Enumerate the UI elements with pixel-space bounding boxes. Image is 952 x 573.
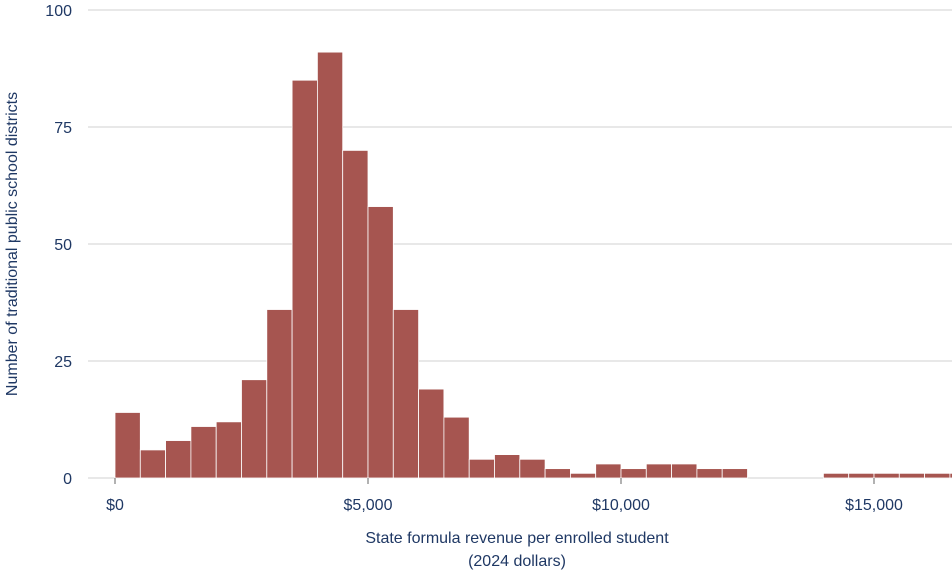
x-axis-ticks: $0 $5,000 $10,000 $15,000 — [106, 478, 903, 514]
x-tick-label: $10,000 — [592, 497, 650, 514]
y-tick-label: 75 — [54, 120, 72, 137]
histogram-bar — [367, 206, 394, 479]
histogram-bar — [570, 472, 597, 479]
y-axis-title: Number of traditional public school dist… — [4, 92, 21, 396]
x-tick-label: $0 — [106, 497, 124, 514]
y-tick-label: 25 — [54, 354, 72, 371]
histogram-bar — [519, 458, 546, 479]
y-tick-label: 0 — [63, 471, 72, 488]
histogram-bar — [266, 309, 293, 479]
x-axis-title-line2: (2024 dollars) — [468, 553, 566, 570]
histogram-bar — [392, 309, 419, 479]
histogram-bar — [114, 412, 141, 479]
histogram-bar — [443, 416, 470, 479]
histogram-bar — [848, 472, 875, 479]
histogram-bar — [620, 468, 647, 479]
histogram-bar — [671, 463, 698, 479]
y-axis-ticks: 0 25 50 75 100 — [45, 3, 72, 488]
histogram-bar — [139, 449, 167, 479]
histogram-bar — [873, 472, 900, 479]
histogram-bar — [898, 472, 925, 479]
histogram-bar — [291, 79, 318, 479]
x-tick-label: $15,000 — [845, 497, 903, 514]
x-tick-label: $5,000 — [344, 497, 393, 514]
histogram-bar — [645, 463, 672, 479]
x-axis-title-line1: State formula revenue per enrolled stude… — [365, 530, 669, 547]
histogram-bar — [696, 468, 723, 479]
histogram-bar — [342, 149, 369, 479]
histogram-bar — [241, 379, 268, 479]
y-tick-label: 100 — [45, 3, 72, 20]
histogram-bar — [165, 440, 192, 479]
histogram-bar — [924, 472, 951, 479]
histogram-bar — [215, 421, 242, 479]
histogram-bar — [190, 426, 217, 479]
gridlines — [88, 9, 952, 479]
histogram-bar — [316, 51, 344, 479]
bars — [114, 51, 952, 479]
histogram-bar — [595, 463, 622, 479]
y-tick-label: 50 — [54, 237, 72, 254]
histogram-bar — [949, 472, 952, 479]
histogram-bar — [721, 468, 748, 479]
histogram-bar — [418, 388, 445, 479]
histogram-bar — [823, 472, 850, 479]
histogram-bar — [494, 454, 521, 479]
histogram-bar — [468, 458, 495, 479]
histogram-bar — [544, 468, 571, 479]
